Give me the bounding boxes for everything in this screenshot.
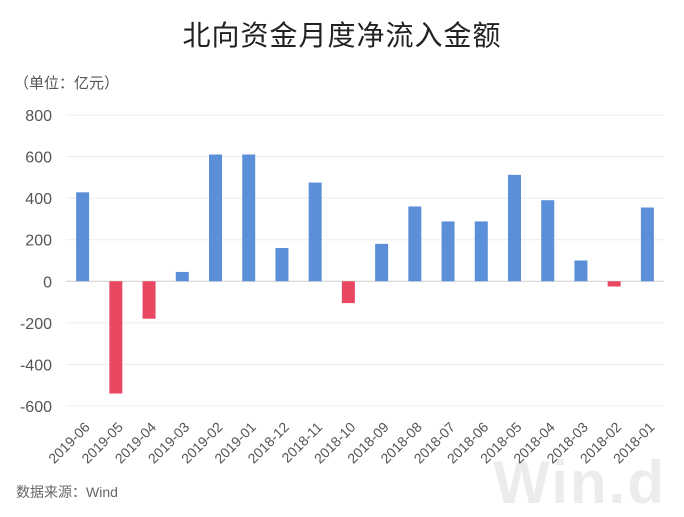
bar — [441, 221, 455, 282]
bar — [607, 281, 621, 287]
bar — [508, 174, 521, 282]
unit-label: （单位：亿元） — [14, 75, 120, 92]
bar — [242, 154, 256, 282]
chart-title: 北向资金月度净流入金额 — [182, 20, 502, 51]
watermark-logo: Win.d — [493, 449, 666, 516]
y-tick-label: -400 — [20, 357, 52, 374]
bar — [275, 248, 289, 282]
bar — [474, 221, 488, 282]
bar — [574, 260, 588, 282]
bar — [109, 281, 123, 394]
y-tick-label: -600 — [20, 399, 52, 416]
y-tick-label: 600 — [25, 150, 52, 167]
y-tick-label: 400 — [25, 191, 52, 208]
y-tick-label: 200 — [25, 233, 52, 250]
y-tick-label: 800 — [25, 108, 52, 125]
bar — [341, 281, 355, 304]
bar — [375, 243, 389, 282]
bar — [308, 182, 322, 282]
bar — [408, 206, 422, 282]
bar — [76, 192, 90, 282]
bar — [640, 207, 654, 282]
bar — [142, 281, 156, 319]
bar — [209, 154, 222, 282]
y-tick-label: -200 — [20, 316, 52, 333]
source-note: 数据来源：Wind — [16, 484, 118, 500]
y-tick-label: 0 — [43, 274, 52, 291]
bar — [175, 271, 189, 282]
bar — [541, 200, 555, 282]
